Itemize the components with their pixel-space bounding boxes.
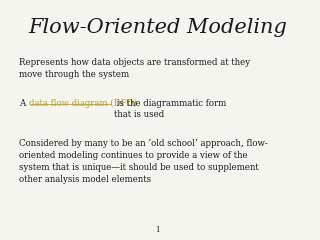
Text: data flow diagram (DFD): data flow diagram (DFD) [28,99,137,108]
Text: Flow-Oriented Modeling: Flow-Oriented Modeling [28,18,287,37]
Text: Represents how data objects are transformed at they
move through the system: Represents how data objects are transfor… [19,58,250,79]
Text: A: A [19,99,28,108]
Text: Considered by many to be an ‘old school’ approach, flow-
oriented modeling conti: Considered by many to be an ‘old school’… [19,139,268,184]
Text: 1: 1 [155,226,160,234]
Text: is the diagrammatic form
that is used: is the diagrammatic form that is used [114,99,227,120]
